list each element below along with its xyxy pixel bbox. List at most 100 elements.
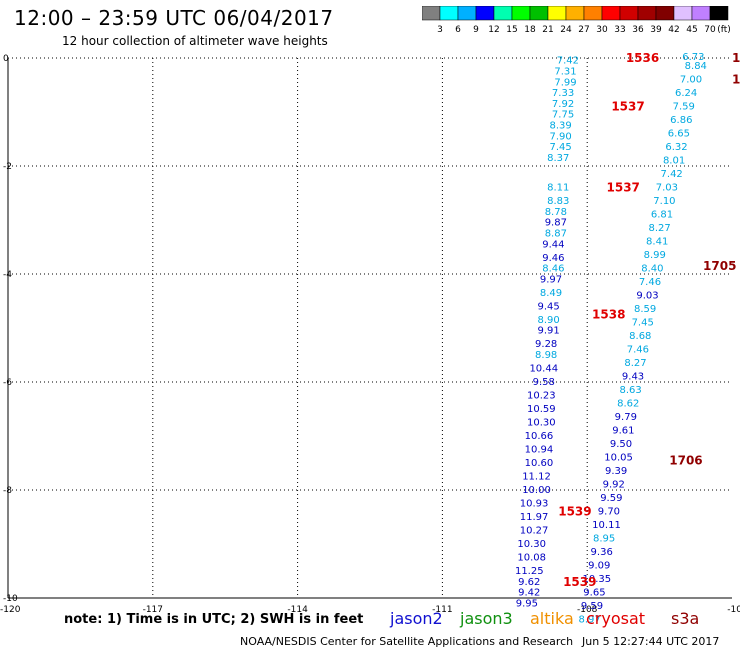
data-point-label: 10.08 xyxy=(517,553,546,564)
footer-date: Jun 5 12:27:44 UTC 2017 xyxy=(582,635,720,648)
data-point-label: 8.90 xyxy=(537,315,559,326)
data-point-label: 11.12 xyxy=(522,472,551,483)
data-point-label: 7.90 xyxy=(550,131,572,142)
data-point-label: 10.23 xyxy=(527,391,556,402)
data-point-label: 7.03 xyxy=(656,183,678,194)
data-point-label: 8.39 xyxy=(550,121,572,132)
data-point-label: 9.79 xyxy=(615,412,637,423)
time-label: 1536 xyxy=(626,51,659,65)
time-label: 1705 xyxy=(703,259,736,273)
data-point-label: 9.43 xyxy=(622,372,644,383)
data-point-label: 8.83 xyxy=(547,196,569,207)
data-point-label: 9.62 xyxy=(518,577,540,588)
y-tick-label: -2 xyxy=(3,162,12,172)
footer-note: note: 1) Time is in UTC; 2) SWH is in fe… xyxy=(64,612,364,627)
data-point-label: 7.99 xyxy=(554,77,576,88)
x-tick-label: -10 xyxy=(727,605,740,615)
time-label: 1538 xyxy=(592,308,625,322)
colorbar-label: 33 xyxy=(614,25,625,34)
time-label: 1539 xyxy=(558,505,591,519)
color-scale-legend: 3 6 9 12 15 18 21 24 27 30 33 36 39 42 45 70 (ft) xyxy=(422,6,731,34)
data-point-label: 10.93 xyxy=(520,499,549,510)
data-point-label: 8.40 xyxy=(641,264,663,275)
data-point-label: 8.27 xyxy=(648,223,670,234)
data-point-label: 8.84 xyxy=(685,61,707,72)
data-point-label: 7.42 xyxy=(661,169,683,180)
data-point-label: 8.62 xyxy=(617,399,639,410)
data-point-label: 7.10 xyxy=(653,196,675,207)
data-point-label: 9.92 xyxy=(603,480,625,491)
data-point-label: 6.65 xyxy=(668,129,690,140)
time-label: 1537 xyxy=(611,100,644,114)
colorbar-label: 15 xyxy=(506,25,517,34)
data-point-label: 7.33 xyxy=(552,88,574,99)
data-point-label: 6.24 xyxy=(675,88,697,99)
x-tick-label: -114 xyxy=(287,605,308,615)
time-label: 1539 xyxy=(563,575,596,589)
colorbar-label: 30 xyxy=(596,25,608,34)
data-point-label: 10.60 xyxy=(525,458,554,469)
legend-item-cryosat: cryosat xyxy=(586,609,646,628)
data-point-label: 10.66 xyxy=(525,431,554,442)
data-point-label: 7.75 xyxy=(552,110,574,121)
time-label: 17 xyxy=(732,51,740,65)
data-point-label: 9.95 xyxy=(516,598,538,609)
colorbar-label: 9 xyxy=(473,25,479,34)
data-point-label: 8.27 xyxy=(624,358,646,369)
chart-subtitle: 12 hour collection of altimeter wave hei… xyxy=(62,34,328,48)
data-point-label: 6.73 xyxy=(682,52,704,63)
data-point-label: 7.45 xyxy=(550,142,572,153)
data-point-label: 9.39 xyxy=(605,466,627,477)
data-point-label: 7.59 xyxy=(673,102,695,113)
footer-credit: NOAA/NESDIS Center for Satellite Applica… xyxy=(240,635,574,648)
legend-item-altika: altika xyxy=(530,609,574,628)
data-point-label: 9.09 xyxy=(588,561,610,572)
data-point-label: 10.59 xyxy=(527,404,556,415)
data-point-label: 8.49 xyxy=(540,288,562,299)
data-point-label: 9.87 xyxy=(545,218,567,229)
data-point-label: 8.98 xyxy=(535,350,557,361)
colorbar-label: 45 xyxy=(686,25,697,34)
x-tick-label: -111 xyxy=(432,605,452,615)
data-point-label: 8.99 xyxy=(644,250,666,261)
data-point-label: 8.59 xyxy=(634,304,656,315)
data-point-label: 7.92 xyxy=(552,99,574,110)
data-point-label: 9.28 xyxy=(535,339,557,350)
data-point-label: 8.41 xyxy=(646,237,668,248)
time-label: 1537 xyxy=(607,181,640,195)
data-point-label: 10.44 xyxy=(529,364,558,375)
colorbar-swatch xyxy=(709,6,729,21)
data-point-label: 9.36 xyxy=(591,547,613,558)
data-point-label: 8.01 xyxy=(663,156,685,167)
data-point-label: 9.59 xyxy=(581,601,603,612)
data-point-label: 7.00 xyxy=(680,75,702,86)
data-point-label: 9.91 xyxy=(537,326,559,337)
data-point-label: 9.03 xyxy=(636,291,658,302)
data-point-label: 6.81 xyxy=(651,210,673,221)
data-point-label: 8.97 xyxy=(578,615,600,626)
data-point-label: 10.00 xyxy=(522,485,551,496)
colorbar-label: (ft) xyxy=(717,25,731,34)
data-point-label: 9.42 xyxy=(518,588,540,599)
y-tick-label: -8 xyxy=(3,486,12,496)
data-point-label: 9.59 xyxy=(600,493,622,504)
data-point-label: 11.25 xyxy=(515,566,544,577)
data-point-label: 8.11 xyxy=(547,183,569,194)
data-point-label: 10.35 xyxy=(583,574,612,585)
data-point-label: 8.87 xyxy=(545,229,567,240)
data-point-label: 6.32 xyxy=(665,142,687,153)
data-point-label: 9.70 xyxy=(598,507,620,518)
time-label: 1706 xyxy=(669,453,702,467)
data-point-label: 8.46 xyxy=(542,264,564,275)
colorbar-label: 70 xyxy=(704,25,716,34)
data-point-label: 7.46 xyxy=(639,277,661,288)
data-point-label: 9.61 xyxy=(612,426,634,437)
colorbar-label: 18 xyxy=(524,25,536,34)
data-point-label: 9.58 xyxy=(533,377,555,388)
data-point-label: 9.44 xyxy=(542,239,564,250)
data-point-label: 8.37 xyxy=(547,153,569,164)
legend-item-s3a: s3a xyxy=(671,609,700,628)
colorbar-label: 39 xyxy=(650,25,662,34)
legend-item-jason2: jason2 xyxy=(390,609,443,628)
